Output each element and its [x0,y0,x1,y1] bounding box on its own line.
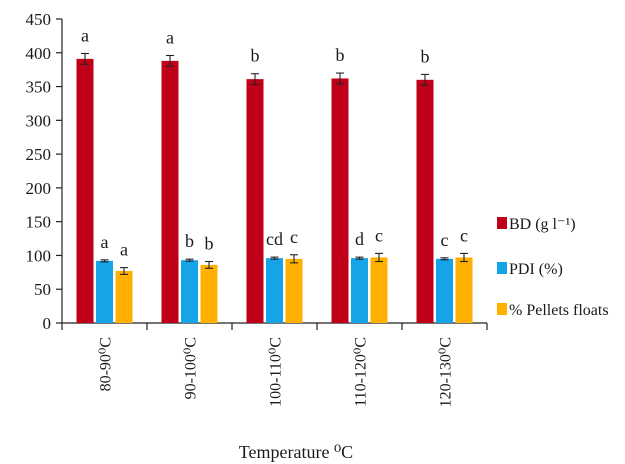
legend-swatch [497,303,507,315]
bar [370,257,388,323]
bar [455,257,473,323]
legend-label: % Pellets floats [509,302,609,319]
y-tick-label: 250 [26,145,52,164]
bar [181,260,198,323]
y-tick-label: 450 [26,10,52,29]
significance-letter: cd [266,229,283,249]
legend-swatch [497,217,507,229]
y-tick-label: 100 [26,246,52,265]
chart-legend: BD (g l⁻¹) PDI (%) % Pellets floats [497,216,609,319]
significance-letter: a [81,25,89,45]
legend-swatch [497,262,507,274]
y-tick-label: 50 [34,280,51,299]
legend-label: BD (g l⁻¹) [509,216,576,233]
significance-letter: b [421,46,430,66]
bar [351,258,368,323]
significance-letter: b [251,46,260,66]
y-tick-label: 300 [26,111,52,130]
bar [76,58,94,323]
x-axis-title: Temperature ⁰C [239,442,353,462]
y-tick-label: 0 [43,314,52,333]
significance-letter: b [336,45,345,65]
significance-letter: d [355,229,364,249]
x-tick-label: 80-90⁰C [98,337,115,391]
significance-letter: c [290,227,298,247]
bar [266,258,283,323]
bar [115,270,133,323]
x-tick-label: 90-100⁰C [183,337,200,399]
legend-label: PDI (%) [509,261,563,278]
bar [285,258,303,323]
significance-letter: c [441,230,449,250]
bar [246,79,264,323]
significance-letter: c [460,225,468,245]
bar [200,264,218,323]
bar [96,260,113,323]
bar [331,78,349,324]
bar [436,258,453,323]
significance-letter: b [185,231,194,251]
x-tick-label: 100-110⁰C [268,337,285,407]
y-tick-label: 350 [26,78,52,97]
x-tick-label: 120-130⁰C [438,337,455,407]
y-tick-label: 150 [26,213,52,232]
x-tick-label: 110-120⁰C [353,337,370,407]
y-tick-label: 200 [26,179,52,198]
y-tick-label: 400 [26,44,52,63]
chart-axes: 0 50 100 150 200 250 300 350 400 450 [26,10,488,333]
chart-bars [76,52,473,324]
significance-letter: a [120,240,128,260]
bar [416,79,434,323]
significance-letter: a [101,232,109,252]
significance-letter: b [205,234,214,254]
significance-letter: c [375,225,383,245]
bar [161,60,179,323]
significance-letter: a [166,27,174,47]
